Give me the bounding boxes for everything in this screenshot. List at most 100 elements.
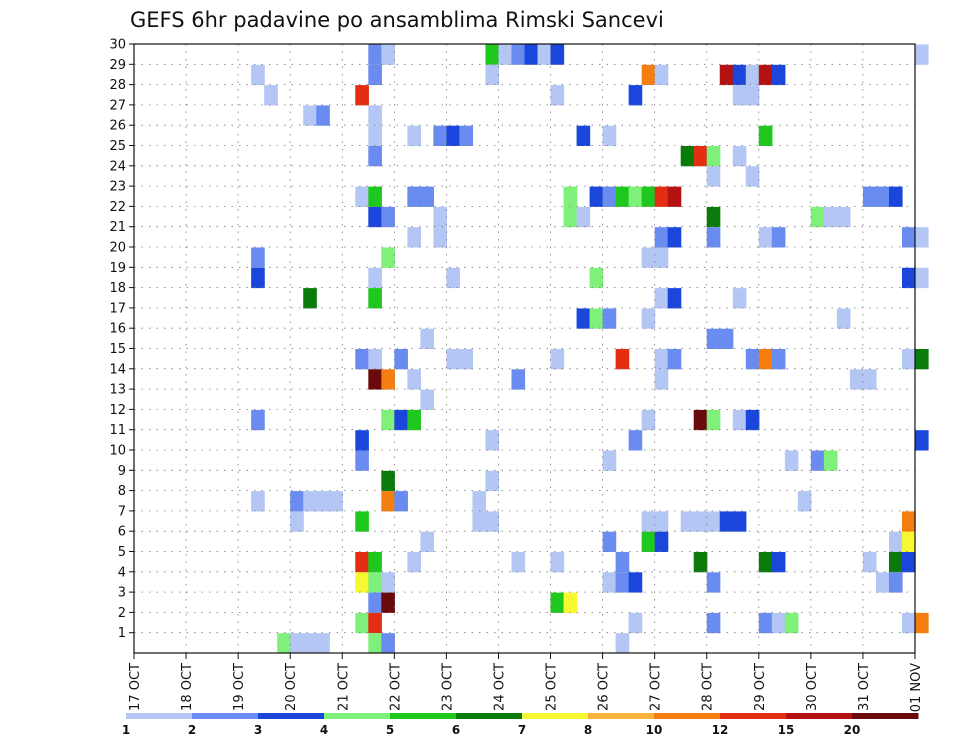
heatmap-cell [407,409,421,431]
heatmap-cell [368,186,382,207]
heatmap-cell [433,206,447,228]
colorbar: 1 2 3 4 5 6 7 8 10 12 15 20 [122,713,919,737]
colorbar-label: 1 [122,723,130,737]
colorbar-swatch [720,713,787,719]
heatmap-cell [915,612,929,634]
heatmap-cell [433,125,447,146]
heatmap-cell [875,572,890,593]
heatmap-cell [368,44,382,65]
heatmap-cell [836,206,851,228]
x-axis: 17 OCT 18 OCT 19 OCT 20 OCT 21 OCT 22 OCT 23 O… [128,653,924,712]
colorbar-label: 20 [844,723,861,737]
heatmap-cell [316,633,330,654]
x-tick-label: 28 OCT [701,663,716,711]
heatmap-cell [381,369,395,390]
heatmap-cell [446,349,461,370]
heatmap-cell [758,349,773,370]
colorbar-label: 6 [452,723,460,737]
heatmap-cell [784,612,799,634]
heatmap-cell [654,288,669,309]
colorbar-label: 15 [778,723,795,737]
heatmap-cell [355,612,369,634]
heatmap-cell [381,44,395,65]
heatmap-cell [901,349,916,370]
y-tick-label: 4 [118,565,126,580]
heatmap-cell [407,125,421,146]
heatmap-cell [706,409,721,431]
heatmap-cell [368,349,382,370]
heatmap-cell [394,409,408,431]
heatmap-cell [628,85,643,106]
heatmap-cell [576,206,591,228]
heatmap-cell [355,349,369,370]
heatmap-cell [771,612,786,634]
heatmap-cell [654,369,669,390]
heatmap-cell [355,552,369,573]
heatmap-cell [589,186,604,207]
heatmap-cell [329,491,343,512]
colorbar-swatch [390,713,457,719]
heatmap-cell [303,633,317,654]
heatmap-cell [381,470,395,492]
heatmap-cell [654,511,669,532]
x-tick-label: 24 OCT [492,663,507,711]
heatmap-cell [394,349,408,370]
heatmap-cell [745,349,760,370]
heatmap-cell [615,186,630,207]
heatmap-cell [550,349,565,370]
heatmap-cell [433,227,447,248]
heatmap-cell [901,612,916,634]
heatmap-cell [706,206,721,228]
y-tick-label: 18 [109,281,126,296]
y-tick-label: 1 [118,626,126,641]
colorbar-label: 8 [584,723,592,737]
heatmap-cell [758,612,773,634]
heatmap-cell [303,105,317,126]
heatmap-cell [368,592,382,613]
heatmap-cell [732,288,747,309]
x-tick-label: 23 OCT [440,663,455,711]
y-tick-label: 16 [109,322,126,337]
y-tick-label: 21 [109,220,126,235]
heatmap-cell [407,552,421,573]
x-tick-label: 30 OCT [805,663,820,711]
colorbar-label: 10 [646,723,663,737]
heatmap-cell [277,633,291,654]
heatmap-cell [706,511,721,532]
heatmap-cell [485,430,500,451]
y-tick-label: 11 [109,423,126,438]
heatmap-cell [368,267,382,289]
heatmap-cell [628,430,643,451]
heatmap-cell [654,64,669,86]
heatmap-cell [485,44,500,65]
heatmap-cell [563,206,578,228]
heatmap-cell [915,227,929,248]
heatmap-cell [368,125,382,146]
colorbar-swatch [324,713,391,719]
heatmap-cell [719,511,734,532]
heatmap-cell [862,369,877,390]
heatmap-cell [303,491,317,512]
chart-title: GEFS 6hr padavine po ansamblima Rimski S… [130,8,664,32]
heatmap-cell [290,633,304,654]
heatmap-cell [758,125,773,146]
heatmap-cell [563,186,578,207]
heatmap-cell [758,552,773,573]
heatmap-cell [420,328,434,349]
heatmap-cell [355,430,369,451]
heatmap-cell [615,572,630,593]
y-tick-label: 8 [118,484,126,499]
heatmap-cell [680,146,695,167]
heatmap-cell [316,491,330,512]
heatmap-cell [381,572,395,593]
heatmap-cell [915,44,929,65]
heatmap-cell [641,511,656,532]
colorbar-swatch [456,713,523,719]
heatmap-cell [745,64,760,86]
heatmap-cell [654,247,669,268]
heatmap-cell [862,552,877,573]
y-tick-label: 23 [109,180,126,195]
x-tick-label: 29 OCT [753,663,768,711]
heatmap-cell [719,64,734,86]
heatmap-cell [251,267,265,289]
